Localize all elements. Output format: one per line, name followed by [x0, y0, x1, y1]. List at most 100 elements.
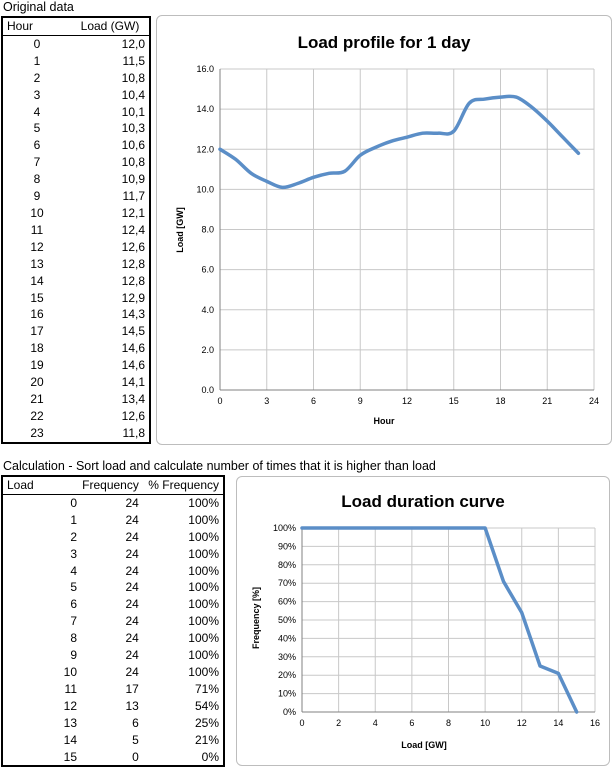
- x-tick-label: 6: [311, 396, 316, 406]
- hour-cell: 9: [33, 189, 41, 204]
- x-tick-label: 4: [373, 718, 378, 728]
- chart-title: Load profile for 1 day: [298, 33, 471, 52]
- data-point: [265, 180, 268, 183]
- load-cell: 4: [70, 563, 77, 578]
- load-cell: 8: [70, 631, 77, 646]
- y-tick-label: 40%: [278, 633, 296, 643]
- data-point: [355, 526, 359, 530]
- x-tick-label: 2: [336, 718, 341, 728]
- y-tick-label: 0.0: [201, 385, 214, 395]
- frequency-cell: 24: [125, 664, 139, 679]
- load-cell: 10,6: [121, 138, 145, 153]
- pct-frequency-cell: 100%: [188, 580, 219, 595]
- pct-frequency-cell: 100%: [188, 546, 219, 561]
- load-cell: 10,8: [121, 70, 145, 85]
- load-cell: 11: [64, 681, 77, 696]
- x-tick-label: 8: [446, 718, 451, 728]
- load-cell: 3: [70, 546, 77, 561]
- load-profile-chart[interactable]: Load profile for 1 day Hour Load [GW] 0 3…: [156, 15, 612, 445]
- hour-cell: 21: [30, 391, 44, 406]
- data-point: [421, 132, 424, 135]
- pct-frequency-cell: 25%: [194, 715, 219, 730]
- data-point: [374, 146, 378, 149]
- load-duration-chart[interactable]: Load duration curve Load [GW] Frequency …: [236, 476, 610, 766]
- pct-frequency-cell: 54%: [194, 698, 219, 713]
- x-tick-label: 9: [358, 396, 363, 406]
- load-cell: 12,1: [121, 205, 145, 220]
- sheet1-caption: Original data: [3, 0, 74, 14]
- table-row: 6 10,6: [2, 137, 150, 154]
- load-cell: 10,9: [121, 172, 145, 187]
- table-row: 3 24 100%: [2, 546, 224, 563]
- data-point: [249, 172, 253, 175]
- frequency-cell: 24: [125, 529, 139, 544]
- y-tick-label: 10%: [278, 689, 296, 699]
- table-row: 1 11,5: [2, 53, 150, 70]
- load-cell: 2: [70, 529, 77, 544]
- y-tick-label: 6.0: [201, 265, 214, 275]
- frequency-cell: 24: [125, 546, 139, 561]
- table-row: 12 13 54%: [2, 698, 224, 715]
- table-row: 18 14,6: [2, 340, 150, 357]
- y-tick-label: 4.0: [201, 305, 214, 315]
- load-cell: 14,6: [121, 358, 145, 373]
- pct-frequency-cell: 100%: [188, 664, 219, 679]
- load-cell: 12,9: [121, 290, 145, 305]
- table-row: 7 24 100%: [2, 613, 224, 630]
- table-row: 11 17 71%: [2, 681, 224, 698]
- load-cell: 6: [70, 597, 77, 612]
- load-cell: 12,8: [121, 256, 145, 271]
- column-header-load: Load (GW): [71, 17, 150, 36]
- x-tick-label: 15: [449, 396, 459, 406]
- hour-cell: 12: [30, 239, 44, 254]
- hour-cell: 2: [33, 70, 41, 85]
- table-row: 10 24 100%: [2, 664, 224, 681]
- table-row: 10 12,1: [2, 205, 150, 222]
- table-row: 8 24 100%: [2, 630, 224, 647]
- y-tick-label: 90%: [278, 541, 296, 551]
- hour-cell: 22: [30, 408, 44, 423]
- table-row: 23 11,8: [2, 425, 150, 443]
- data-point: [530, 105, 533, 109]
- data-point: [546, 119, 549, 123]
- data-point: [390, 140, 393, 143]
- load-cell: 13,4: [121, 391, 145, 406]
- data-point: [499, 95, 502, 99]
- table-row: 5 24 100%: [2, 579, 224, 596]
- load-profile-svg: Load profile for 1 day Hour Load [GW] 0 3…: [175, 33, 599, 426]
- hour-cell: 10: [30, 205, 44, 220]
- table-row: 11 12,4: [2, 222, 150, 239]
- x-axis-label: Load [GW]: [401, 740, 447, 750]
- table-header-row: Hour Load (GW): [2, 17, 150, 36]
- table-row: 4 10,1: [2, 104, 150, 121]
- load-cell: 10: [63, 664, 77, 679]
- data-point: [296, 182, 300, 185]
- hour-cell: 5: [33, 121, 41, 136]
- table-row: 9 24 100%: [2, 647, 224, 664]
- table-row: 19 14,6: [2, 357, 150, 374]
- table-row: 13 6 25%: [2, 715, 224, 732]
- hour-cell: 16: [30, 307, 44, 322]
- load-cell: 5: [70, 580, 77, 595]
- table-row: 7 10,8: [2, 154, 150, 171]
- y-tick-label: 16.0: [196, 64, 214, 74]
- x-tick-label: 12: [517, 718, 527, 728]
- hour-cell: 11: [30, 222, 44, 237]
- y-tick-label: 2.0: [201, 345, 214, 355]
- table-row: 4 24 100%: [2, 563, 224, 580]
- x-tick-label: 6: [409, 718, 414, 728]
- table-row: 6 24 100%: [2, 596, 224, 613]
- load-cell: 10,3: [121, 121, 145, 136]
- table-row: 14 5 21%: [2, 732, 224, 749]
- frequency-cell: 24: [125, 631, 139, 646]
- column-header-frequency: Frequency: [77, 476, 143, 495]
- pct-frequency-cell: 100%: [188, 614, 219, 629]
- hour-cell: 0: [33, 36, 41, 51]
- data-point: [337, 526, 340, 530]
- original-data-table: Hour Load (GW) 0 12,0 1 11,5 2 10,8 3 10,4 4 10,1…: [1, 16, 151, 444]
- frequency-cell: 24: [125, 563, 139, 578]
- table-row: 9 11,7: [2, 188, 150, 205]
- load-cell: 10,4: [121, 87, 145, 102]
- hour-cell: 19: [30, 358, 44, 373]
- data-point: [343, 170, 346, 173]
